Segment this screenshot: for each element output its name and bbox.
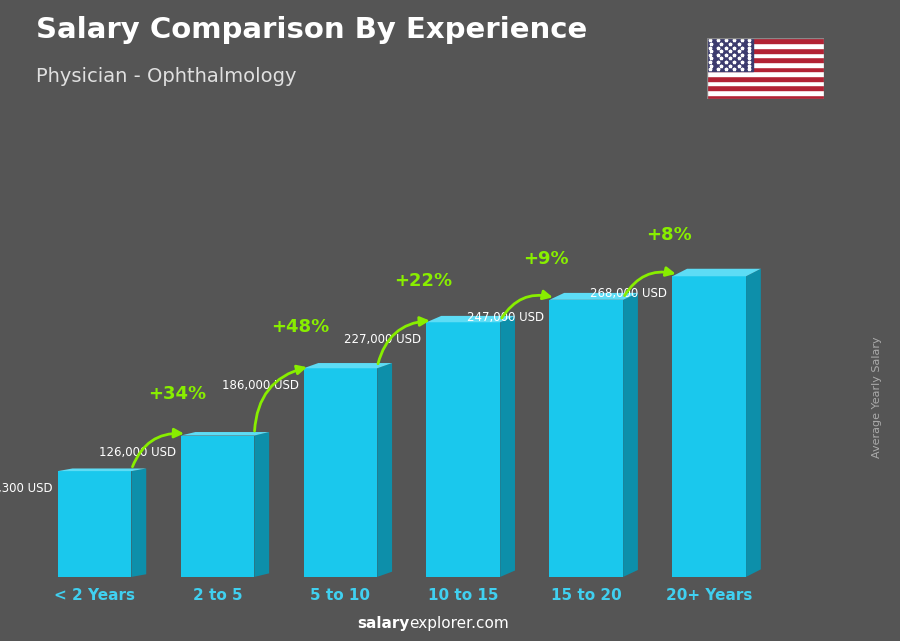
Text: salary: salary [357, 617, 410, 631]
Text: 186,000 USD: 186,000 USD [221, 379, 299, 392]
Text: +8%: +8% [646, 226, 692, 244]
Polygon shape [549, 300, 623, 577]
Text: Average Yearly Salary: Average Yearly Salary [872, 337, 883, 458]
Bar [706, 90, 824, 95]
Text: 268,000 USD: 268,000 USD [590, 287, 668, 300]
Polygon shape [746, 269, 760, 577]
Text: +9%: +9% [524, 249, 569, 267]
Bar [706, 53, 824, 57]
Text: explorer.com: explorer.com [410, 617, 509, 631]
Bar [706, 95, 824, 99]
Bar [706, 48, 824, 53]
Bar [706, 43, 824, 48]
Bar [706, 57, 824, 62]
Polygon shape [672, 276, 746, 577]
Text: Physician - Ophthalmology: Physician - Ophthalmology [36, 67, 296, 87]
Polygon shape [377, 363, 392, 577]
Bar [706, 67, 824, 71]
Bar [706, 62, 824, 67]
Bar [706, 38, 824, 43]
Bar [706, 76, 824, 81]
Polygon shape [303, 363, 392, 368]
Text: 227,000 USD: 227,000 USD [345, 333, 421, 346]
Text: 247,000 USD: 247,000 USD [467, 311, 544, 324]
Text: 126,000 USD: 126,000 USD [99, 446, 176, 460]
Polygon shape [549, 293, 638, 300]
Text: +22%: +22% [394, 272, 453, 290]
Text: +48%: +48% [272, 318, 329, 336]
Bar [706, 71, 824, 76]
Bar [706, 38, 753, 71]
Polygon shape [255, 432, 269, 577]
Polygon shape [131, 469, 146, 577]
Polygon shape [427, 322, 500, 577]
Bar [706, 85, 824, 90]
Polygon shape [181, 436, 255, 577]
Polygon shape [58, 469, 146, 471]
Polygon shape [58, 471, 131, 577]
Polygon shape [427, 316, 515, 322]
Text: +34%: +34% [148, 385, 207, 403]
Polygon shape [672, 269, 760, 276]
Polygon shape [500, 316, 515, 577]
Polygon shape [303, 368, 377, 577]
Polygon shape [181, 432, 269, 436]
Text: Salary Comparison By Experience: Salary Comparison By Experience [36, 16, 587, 44]
Polygon shape [623, 293, 638, 577]
Bar [706, 81, 824, 85]
Text: 94,300 USD: 94,300 USD [0, 482, 53, 495]
